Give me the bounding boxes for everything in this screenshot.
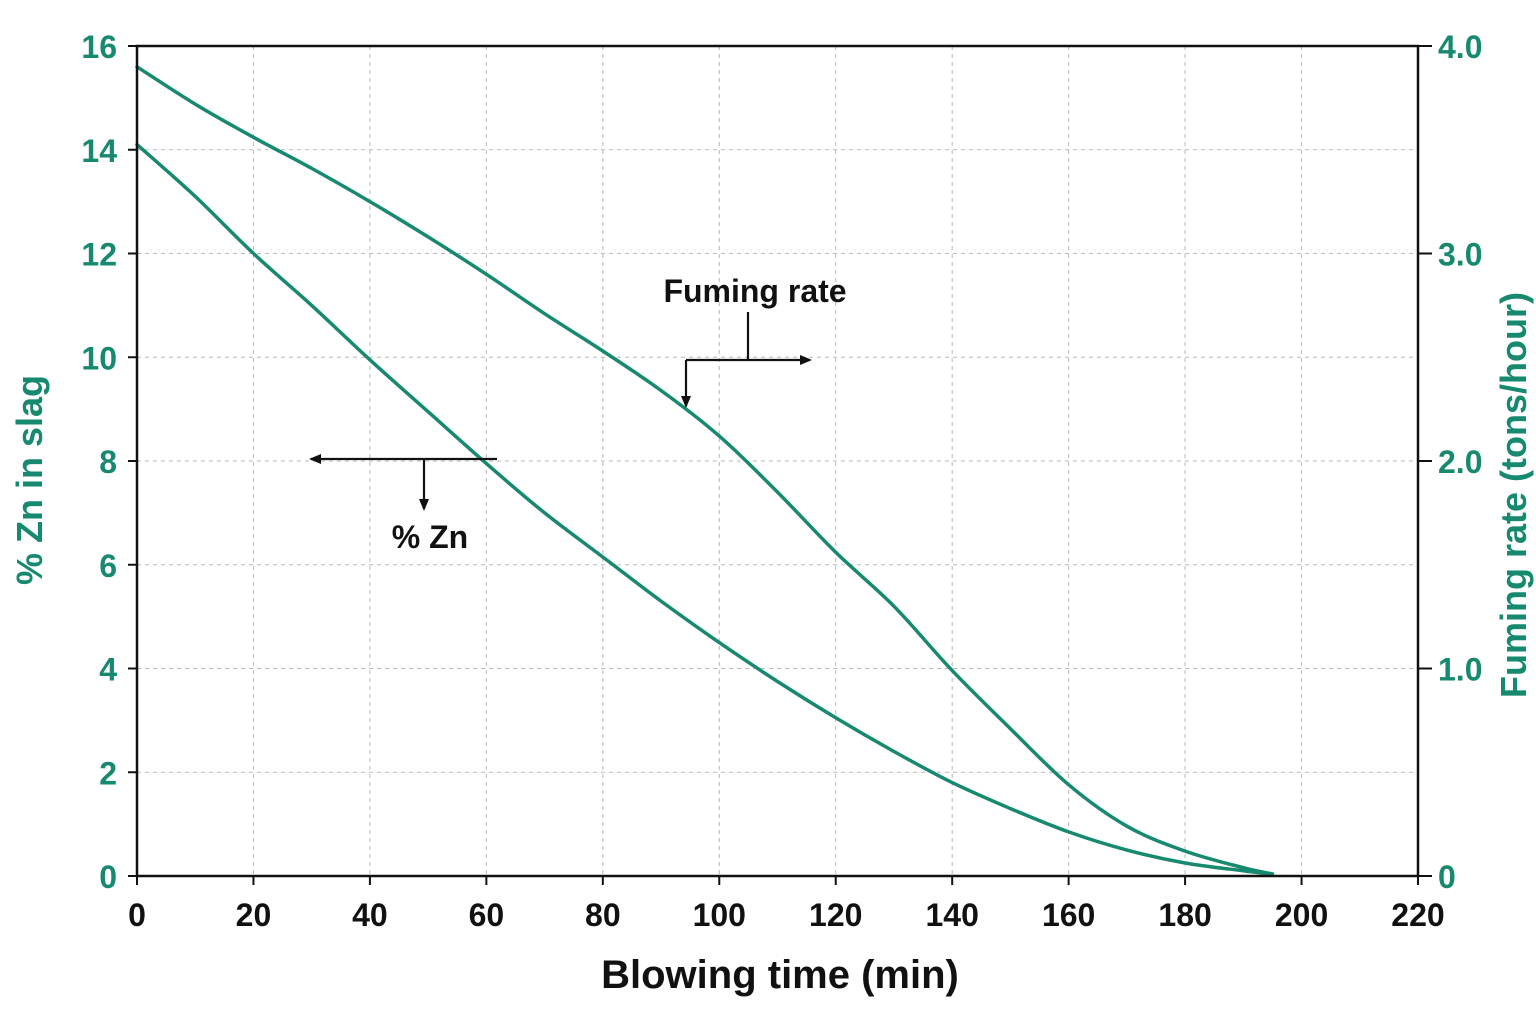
left-y-tick-label: 4 <box>99 652 117 688</box>
zn-annotation: % Zn <box>309 454 497 555</box>
left-y-tick-label: 12 <box>81 237 117 273</box>
x-tick-label: 140 <box>925 897 978 933</box>
x-tick-label: 60 <box>469 897 505 933</box>
x-tick-label: 80 <box>585 897 621 933</box>
x-axis-title: Blowing time (min) <box>601 953 959 997</box>
x-tick-label: 160 <box>1042 897 1095 933</box>
x-axis-tick-labels: 0 20 40 60 80 100 120 140 160 180 200 220 <box>128 897 1445 933</box>
left-y-tick-label: 10 <box>81 340 117 376</box>
right-y-tick-label: 1.0 <box>1438 652 1482 688</box>
fuming-rate-label: Fuming rate <box>663 273 846 309</box>
left-y-tick-label: 2 <box>99 755 117 791</box>
series-line-zn <box>135 142 1275 877</box>
right-y-tick-label: 4.0 <box>1438 29 1482 65</box>
right-y-axis-tick-labels: 0 1.0 2.0 3.0 4.0 <box>1438 29 1482 895</box>
series-line-fuming-rate <box>135 65 1275 876</box>
x-tick-label: 20 <box>236 897 272 933</box>
x-tick-label: 220 <box>1391 897 1444 933</box>
left-y-tick-label: 6 <box>99 548 117 584</box>
x-tick-label: 0 <box>128 897 146 933</box>
left-y-tick-label: 8 <box>99 444 117 480</box>
left-y-axis-tick-labels: 0 2 4 6 8 10 12 14 16 <box>81 29 117 895</box>
x-tick-label: 40 <box>352 897 388 933</box>
x-tick-label: 120 <box>809 897 862 933</box>
right-y-tick-label: 2.0 <box>1438 444 1482 480</box>
left-y-tick-label: 16 <box>81 29 117 65</box>
tick-marks <box>128 45 1432 885</box>
right-y-tick-label: 3.0 <box>1438 237 1482 273</box>
zn-label: % Zn <box>392 519 468 555</box>
series-layer <box>135 65 1275 877</box>
x-tick-label: 200 <box>1275 897 1328 933</box>
x-tick-label: 100 <box>693 897 746 933</box>
right-y-axis-title: Fuming rate (tons/hour) <box>1493 292 1534 698</box>
x-tick-label: 180 <box>1158 897 1211 933</box>
gridlines <box>137 46 1418 876</box>
left-y-tick-label: 14 <box>81 133 117 169</box>
fuming-rate-annotation: Fuming rate <box>663 273 847 408</box>
right-y-tick-label: 0 <box>1438 859 1456 895</box>
left-y-tick-label: 0 <box>99 859 117 895</box>
left-y-axis-title: % Zn in slag <box>9 375 50 585</box>
